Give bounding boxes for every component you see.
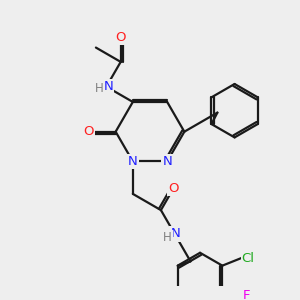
Text: F: F <box>242 289 250 300</box>
Text: N: N <box>128 155 138 168</box>
Text: O: O <box>116 31 126 44</box>
Text: H: H <box>95 82 104 95</box>
Text: N: N <box>170 227 180 240</box>
Text: Cl: Cl <box>242 251 255 265</box>
Text: O: O <box>84 125 94 138</box>
Text: N: N <box>103 80 113 93</box>
Text: H: H <box>163 231 172 244</box>
Text: O: O <box>168 182 178 195</box>
Text: N: N <box>162 155 172 168</box>
